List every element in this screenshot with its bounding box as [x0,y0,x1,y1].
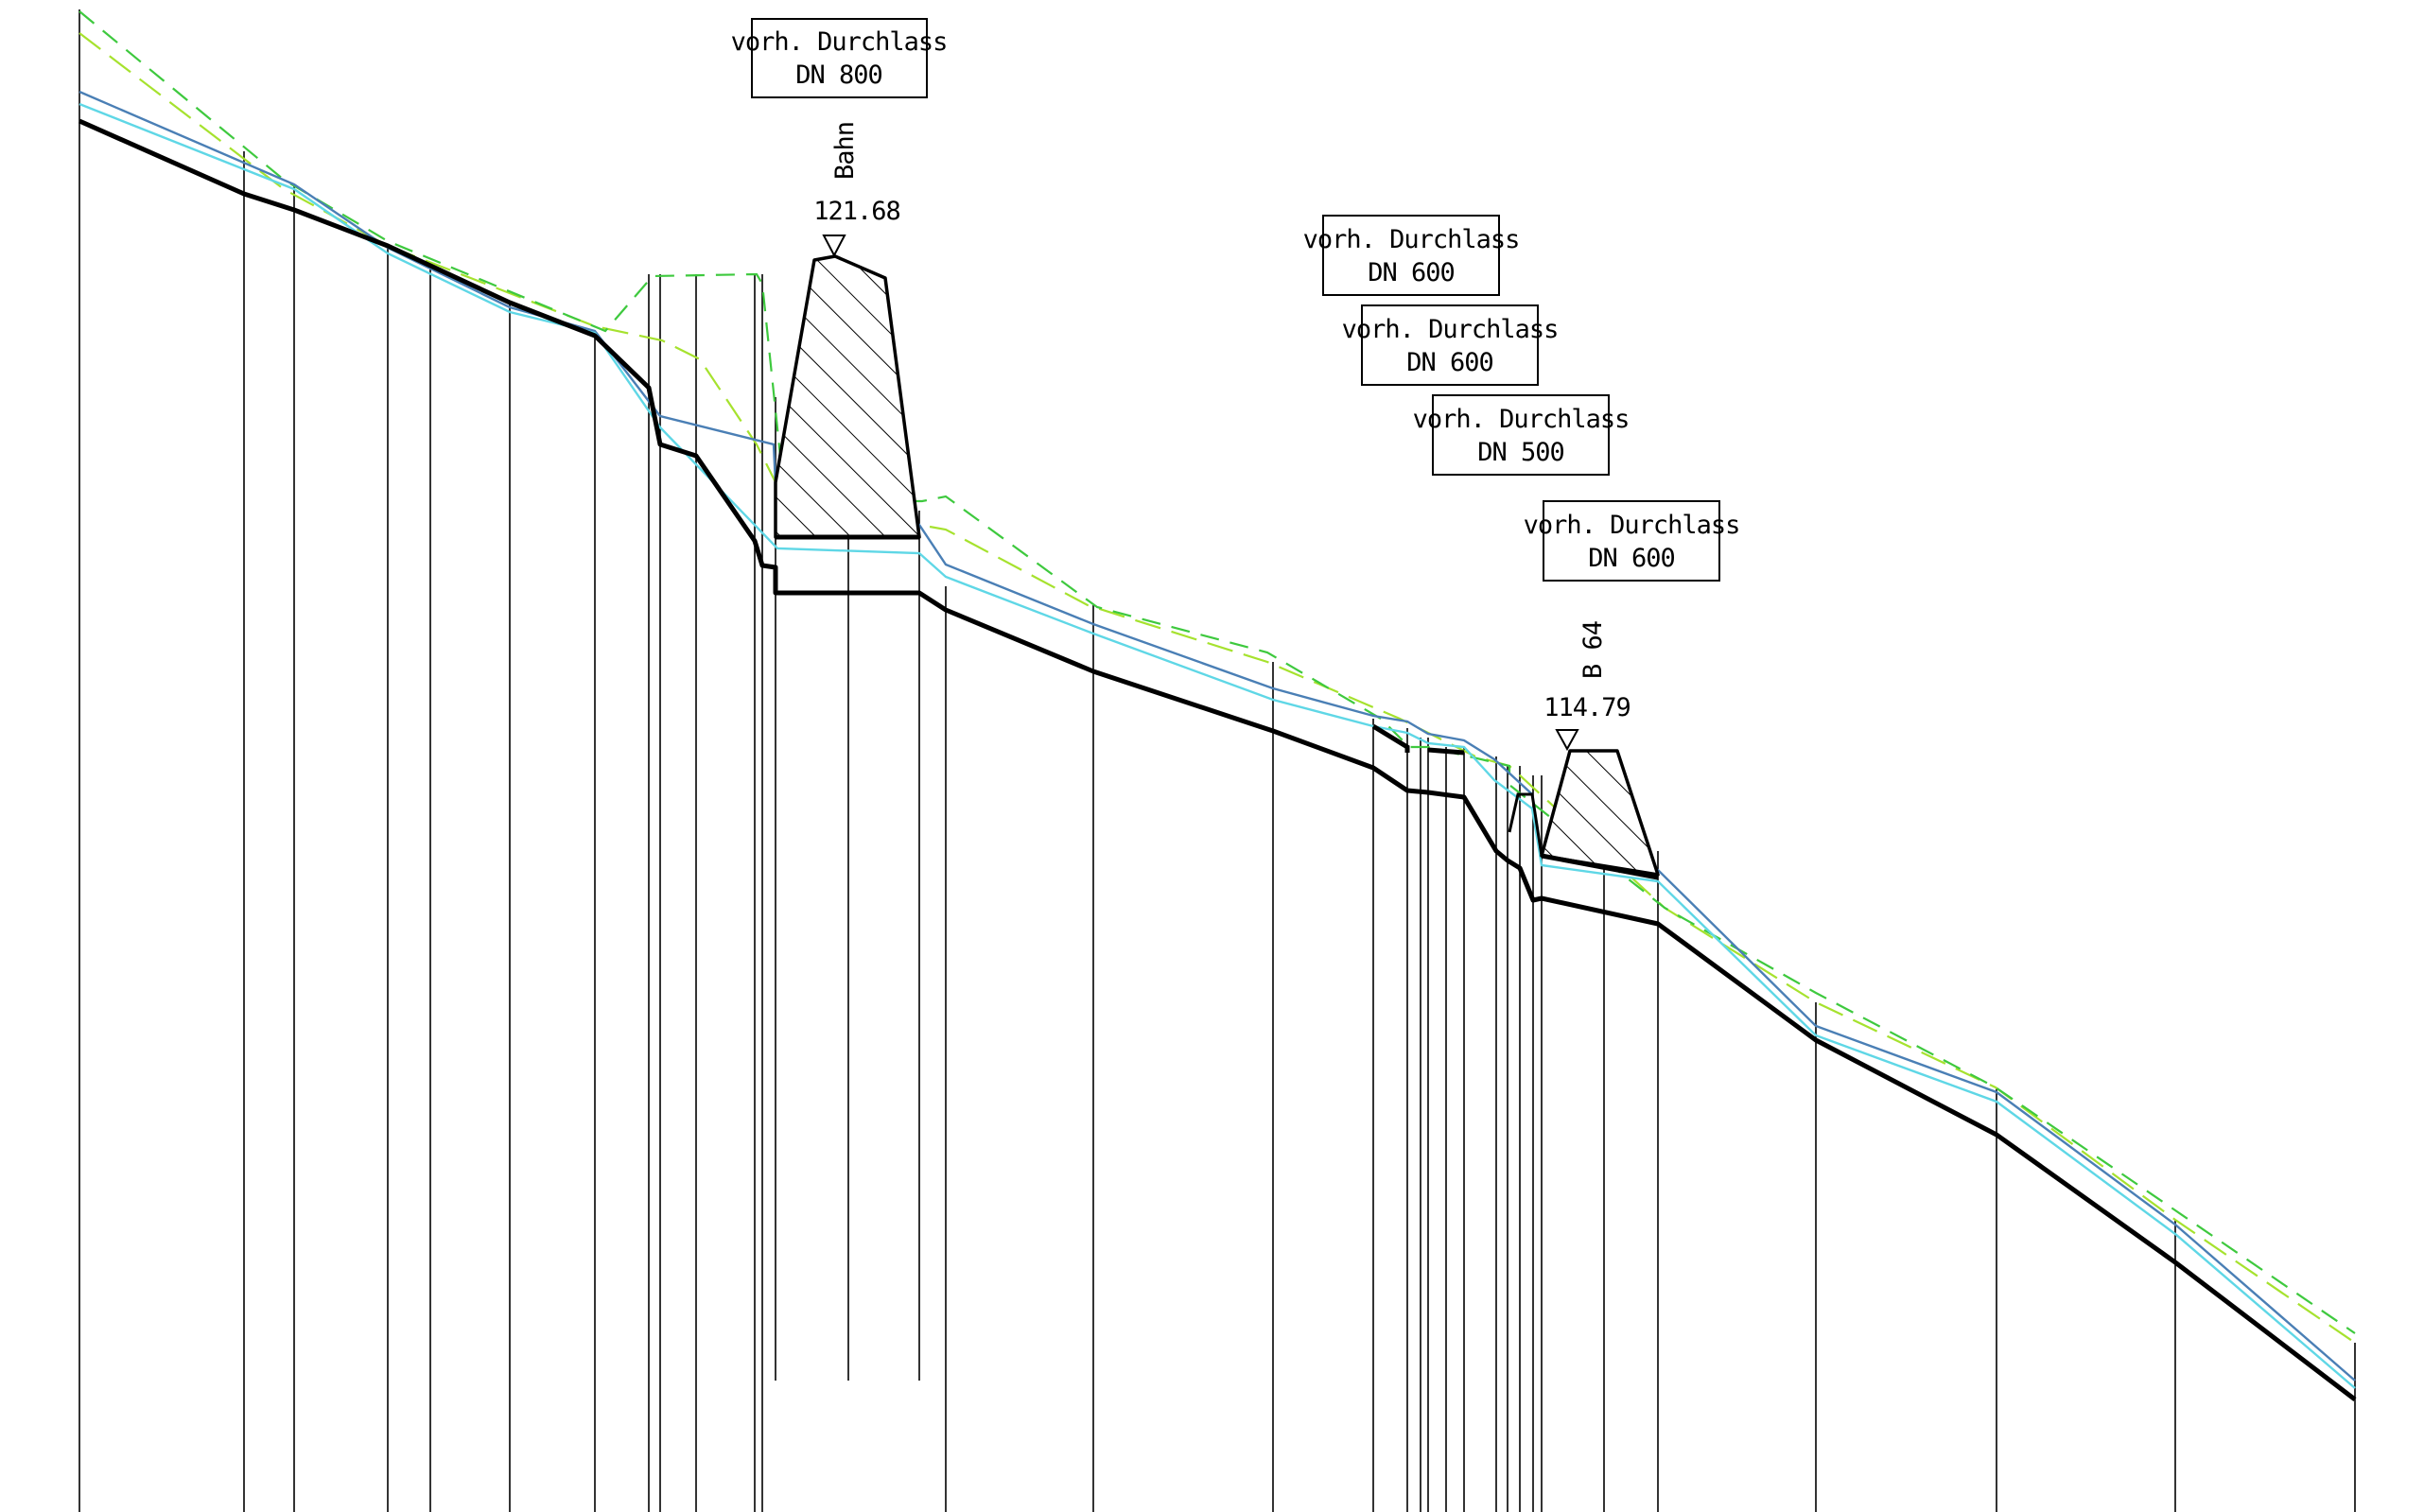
dashed-lime-line [78,32,2356,1344]
crossing-elevation-bahn: 121.68 [813,197,900,226]
culvert-label-line1: vorh. Durchlass [1413,405,1630,434]
crossing-name-b64: B 64 [1578,621,1608,679]
culvert-label-4: vorh. Durchlass DN 500 [1413,394,1630,476]
station-lines [78,9,2356,1512]
culvert-step [1427,747,1465,756]
culvert-label-5: vorh. Durchlass DN 600 [1524,500,1740,582]
culvert-label-line2: DN 600 [1406,348,1493,377]
culvert-label-line2: DN 500 [1477,438,1564,467]
culvert-label-3: vorh. Durchlass DN 600 [1342,304,1559,386]
embankment-b64-base [1541,853,1659,880]
culvert-label-line2: DN 800 [795,61,882,90]
profile-line-cyan [78,102,2356,1389]
dashed-green-line [78,10,2356,1334]
culvert-label-line1: vorh. Durchlass [1524,511,1740,540]
embankment-bahn [774,254,921,539]
culvert-step [1371,723,1410,753]
culvert-label-line1: vorh. Durchlass [731,27,948,57]
culvert-label-line2: DN 600 [1368,258,1455,287]
culvert-label-line2: DN 600 [1588,544,1675,573]
crossing-name-bahn: Bahn [830,122,860,180]
culvert-step [1508,792,1543,857]
elevation-marker-icon [1555,729,1579,752]
ground-line [78,118,2357,1401]
crossing-elevation-b64: 114.79 [1543,693,1631,722]
elevation-marker-icon [822,235,846,258]
culvert-label-2: vorh. Durchlass DN 600 [1303,215,1520,296]
profile-line-blue [78,90,2356,1382]
culvert-label-line1: vorh. Durchlass [1342,315,1559,344]
embankment-b64 [1540,749,1660,877]
culvert-label-line1: vorh. Durchlass [1303,225,1520,254]
culvert-label-1: vorh. Durchlass DN 800 [731,18,948,98]
